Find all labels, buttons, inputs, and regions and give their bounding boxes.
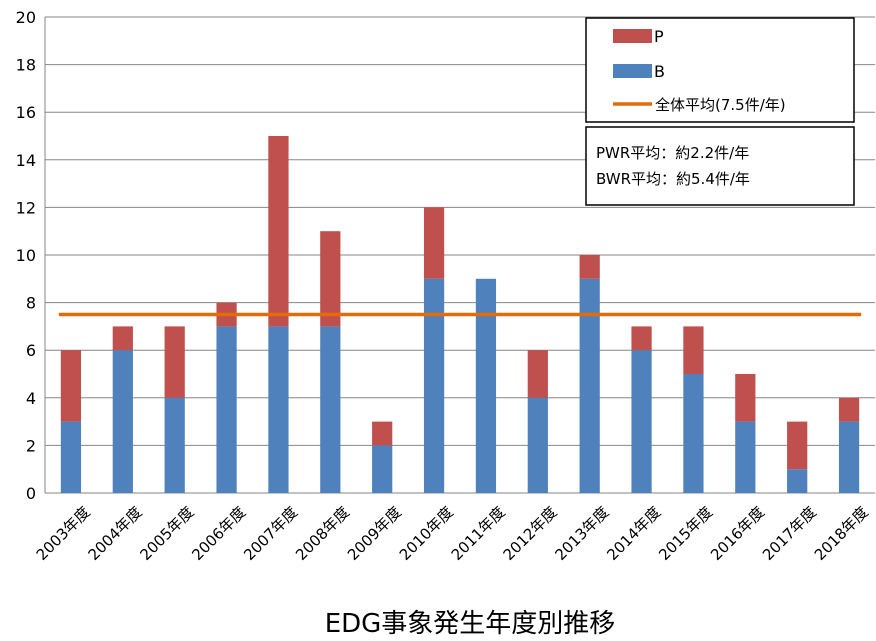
x-tick-label: 2003年度 bbox=[33, 503, 94, 564]
bar-p-2007年度 bbox=[268, 136, 289, 327]
bars bbox=[60, 136, 860, 493]
y-tick-label: 14 bbox=[16, 151, 36, 170]
x-tick-label: 2010年度 bbox=[396, 503, 457, 564]
annotation-bwr: BWR平均：約5.4件/年 bbox=[596, 170, 750, 188]
x-tick-label: 2016年度 bbox=[707, 503, 768, 564]
bar-p-2013年度 bbox=[579, 255, 600, 279]
bar-b-2012年度 bbox=[527, 397, 548, 493]
y-tick-label: 8 bbox=[26, 294, 36, 313]
bar-p-2004年度 bbox=[112, 326, 133, 351]
y-tick-label: 4 bbox=[26, 389, 36, 408]
x-tick-label: 2013年度 bbox=[551, 503, 612, 564]
bar-b-2014年度 bbox=[631, 350, 652, 493]
y-tick-label: 0 bbox=[26, 484, 36, 503]
x-tick-label: 2005年度 bbox=[136, 503, 197, 564]
x-tick-label: 2011年度 bbox=[448, 503, 509, 564]
bar-b-2004年度 bbox=[112, 350, 133, 493]
legend-label-p: P bbox=[654, 27, 664, 46]
x-tick-label: 2017年度 bbox=[759, 503, 820, 564]
y-tick-label: 10 bbox=[16, 246, 36, 265]
average-annotation-box: PWR平均：約2.2件/年 BWR平均：約5.4件/年 bbox=[585, 126, 855, 206]
bar-p-2016年度 bbox=[735, 374, 756, 422]
bar-p-2015年度 bbox=[683, 326, 704, 374]
bar-b-2010年度 bbox=[423, 278, 445, 493]
y-tick-label: 16 bbox=[16, 103, 36, 122]
bar-p-2005年度 bbox=[164, 326, 185, 398]
legend-swatch-b bbox=[613, 64, 652, 78]
bar-p-2018年度 bbox=[838, 397, 860, 422]
x-tick-label: 2008年度 bbox=[292, 503, 353, 564]
y-tick-label: 2 bbox=[26, 436, 36, 455]
x-tick-label: 2014年度 bbox=[603, 503, 664, 564]
bar-b-2007年度 bbox=[268, 326, 289, 493]
x-tick-label: 2006年度 bbox=[188, 503, 249, 564]
legend-label-average: 全体平均(7.5件/年) bbox=[655, 96, 786, 114]
x-tick-label: 2015年度 bbox=[655, 503, 716, 564]
bar-b-2017年度 bbox=[787, 469, 808, 493]
x-axis-tick-labels: 2003年度2004年度2005年度2006年度2007年度2008年度2009… bbox=[33, 503, 872, 564]
x-tick-label: 2009年度 bbox=[344, 503, 405, 564]
bar-b-2003年度 bbox=[60, 421, 82, 493]
bar-p-2003年度 bbox=[60, 350, 82, 422]
legend-label-b: B bbox=[654, 62, 665, 81]
x-tick-label: 2018年度 bbox=[811, 503, 872, 564]
annotation-pwr: PWR平均：約2.2件/年 bbox=[596, 144, 749, 162]
bar-b-2018年度 bbox=[838, 421, 860, 493]
y-tick-label: 12 bbox=[16, 198, 36, 217]
bar-b-2013年度 bbox=[579, 278, 600, 493]
x-tick-label: 2007年度 bbox=[240, 503, 301, 564]
bar-b-2006年度 bbox=[216, 326, 237, 493]
legend: P B 全体平均(7.5件/年) bbox=[585, 17, 855, 123]
bar-p-2012年度 bbox=[527, 350, 548, 398]
bar-p-2014年度 bbox=[631, 326, 652, 351]
bar-b-2015年度 bbox=[683, 374, 704, 493]
bar-p-2010年度 bbox=[423, 207, 445, 279]
x-axis-title: EDG事象発生年度別推移 bbox=[325, 609, 616, 639]
y-tick-label: 20 bbox=[16, 8, 36, 27]
annotation-box bbox=[585, 126, 855, 206]
bar-p-2008年度 bbox=[320, 231, 341, 327]
bar-b-2009年度 bbox=[372, 445, 393, 493]
bar-p-2017年度 bbox=[787, 421, 808, 470]
y-tick-label: 18 bbox=[16, 56, 36, 75]
bar-b-2011年度 bbox=[475, 278, 497, 493]
x-tick-label: 2012年度 bbox=[500, 503, 561, 564]
y-tick-label: 6 bbox=[26, 341, 36, 360]
bar-b-2016年度 bbox=[735, 421, 756, 493]
legend-swatch-p bbox=[613, 29, 652, 43]
y-axis-tick-labels: 0 2 4 6 8 10 12 14 16 18 20 bbox=[16, 8, 36, 503]
bar-b-2008年度 bbox=[320, 326, 341, 493]
bar-b-2005年度 bbox=[164, 397, 185, 493]
x-tick-label: 2004年度 bbox=[85, 503, 146, 564]
bar-p-2009年度 bbox=[372, 421, 393, 446]
